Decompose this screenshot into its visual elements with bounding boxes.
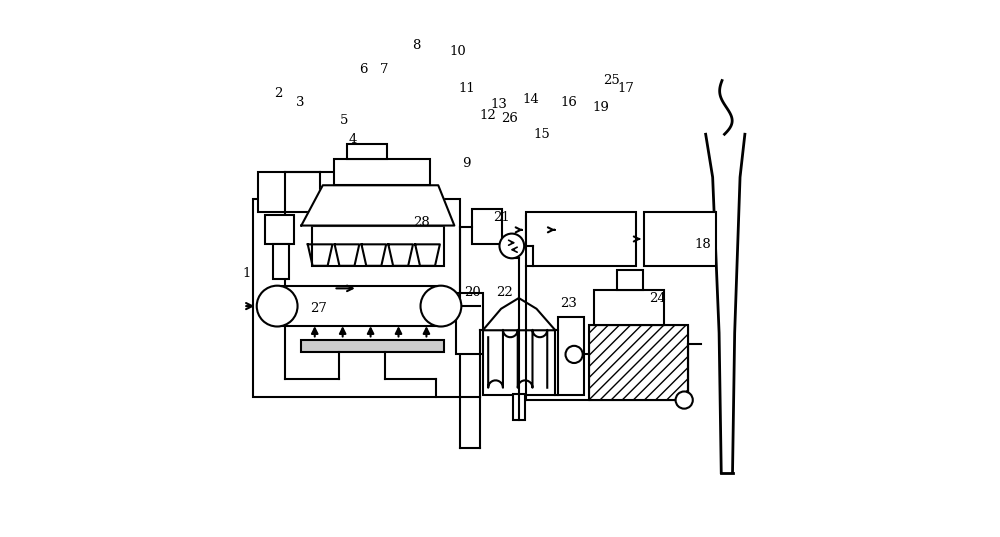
Text: 16: 16 — [560, 96, 577, 108]
Polygon shape — [335, 244, 359, 266]
Bar — [301, 340, 444, 352]
Text: 12: 12 — [480, 109, 497, 122]
Polygon shape — [308, 244, 332, 266]
Text: 27: 27 — [311, 302, 327, 315]
Text: 1: 1 — [242, 267, 251, 280]
Polygon shape — [388, 244, 413, 266]
Bar — [483, 330, 555, 395]
Circle shape — [421, 286, 461, 326]
Bar — [526, 216, 552, 239]
Circle shape — [676, 391, 693, 409]
Circle shape — [566, 346, 583, 363]
Text: 7: 7 — [380, 63, 389, 76]
Text: 14: 14 — [523, 93, 540, 106]
Text: 13: 13 — [490, 98, 507, 111]
Text: 2: 2 — [275, 88, 283, 100]
Text: 28: 28 — [413, 216, 429, 229]
Bar — [258, 172, 376, 212]
Bar — [513, 394, 525, 420]
Bar — [589, 325, 688, 400]
Text: 20: 20 — [464, 286, 480, 299]
Text: 19: 19 — [593, 101, 609, 114]
Bar — [589, 325, 688, 400]
Text: 24: 24 — [649, 292, 666, 304]
Bar — [558, 317, 584, 395]
Text: 17: 17 — [618, 82, 635, 95]
Text: 18: 18 — [695, 238, 711, 251]
Text: 23: 23 — [560, 297, 577, 310]
Bar — [334, 159, 430, 185]
Bar — [594, 290, 664, 325]
Text: 3: 3 — [296, 96, 304, 108]
Text: 15: 15 — [534, 128, 550, 141]
Polygon shape — [483, 298, 555, 330]
Text: 25: 25 — [603, 74, 620, 87]
Bar — [644, 212, 716, 266]
Bar — [253, 199, 460, 397]
Text: 9: 9 — [462, 157, 471, 170]
Polygon shape — [415, 244, 440, 266]
Polygon shape — [301, 185, 454, 226]
Bar — [526, 212, 636, 266]
Text: 21: 21 — [493, 211, 510, 224]
Text: 8: 8 — [413, 39, 421, 52]
Circle shape — [257, 286, 298, 326]
Bar — [312, 226, 444, 266]
Bar — [617, 270, 643, 290]
Text: 10: 10 — [450, 45, 466, 57]
Bar — [347, 144, 387, 159]
Text: 26: 26 — [501, 112, 518, 125]
Text: 11: 11 — [458, 82, 475, 95]
Circle shape — [499, 234, 524, 258]
Text: 6: 6 — [359, 63, 367, 76]
Polygon shape — [361, 244, 386, 266]
Text: 22: 22 — [496, 286, 513, 299]
Bar — [273, 244, 289, 279]
Bar — [456, 293, 483, 354]
Text: 4: 4 — [348, 133, 357, 146]
Bar — [472, 209, 502, 244]
Bar — [265, 215, 294, 244]
Text: 5: 5 — [340, 114, 348, 127]
